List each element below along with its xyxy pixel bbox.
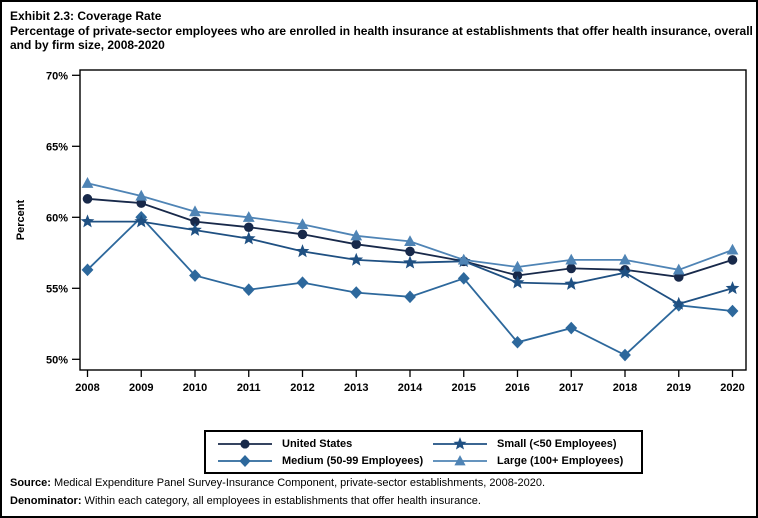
marker-triangle xyxy=(135,189,148,201)
x-tick-label: 2016 xyxy=(505,382,529,394)
marker-circle xyxy=(566,263,577,274)
plot-frame xyxy=(79,69,747,371)
marker-triangle xyxy=(726,243,739,255)
marker-triangle xyxy=(296,218,309,229)
x-tick-label: 2020 xyxy=(720,382,744,394)
marker-diamond xyxy=(81,263,94,277)
y-tick-label: 60% xyxy=(46,212,68,224)
marker-star xyxy=(510,275,525,289)
marker-circle xyxy=(136,198,147,208)
marker-diamond xyxy=(242,283,255,297)
x-tick-label: 2009 xyxy=(129,382,153,394)
marker-star xyxy=(134,214,149,228)
marker-circle xyxy=(297,229,308,240)
marker-star xyxy=(453,436,467,450)
legend-label: Large (100+ Employees) xyxy=(497,454,624,467)
marker-diamond xyxy=(239,454,251,467)
marker-diamond xyxy=(565,321,578,335)
legend-label: Small (<50 Employees) xyxy=(497,437,617,450)
source-text: Medical Expenditure Panel Survey-Insuran… xyxy=(50,477,546,489)
marker-diamond xyxy=(457,272,470,285)
legend-symbol-circle xyxy=(218,438,272,449)
marker-diamond xyxy=(189,269,201,282)
marker-star xyxy=(403,255,417,269)
marker-diamond xyxy=(619,348,631,362)
legend-symbol-diamond xyxy=(218,454,272,467)
marker-triangle xyxy=(457,253,470,265)
legend-item-united-states: United States xyxy=(216,436,431,452)
marker-circle xyxy=(405,246,415,257)
coverage-rate-line-chart: Percent 50% 55% 60% 65% 70% 2008 2009 2010 2011 20… xyxy=(15,69,747,394)
marker-star xyxy=(671,296,686,310)
marker-circle xyxy=(351,239,362,250)
marker-triangle xyxy=(242,211,255,222)
marker-diamond xyxy=(726,304,739,318)
marker-circle xyxy=(190,216,200,227)
marker-triangle xyxy=(404,235,416,247)
marker-diamond xyxy=(511,335,524,349)
y-tick-label: 50% xyxy=(46,354,68,366)
marker-triangle xyxy=(350,229,363,241)
marker-star xyxy=(564,276,579,290)
legend-item-medium-50-99-employees: Medium (50-99 Employees) xyxy=(216,453,431,469)
legend-symbol-triangle xyxy=(433,454,487,465)
marker-diamond xyxy=(350,286,363,299)
marker-star xyxy=(241,231,256,245)
legend-item-large-100-employees: Large (100+ Employees) xyxy=(431,453,631,469)
denominator-label: Denominator: xyxy=(10,495,82,508)
marker-triangle xyxy=(565,253,578,265)
marker-circle xyxy=(82,194,93,204)
marker-diamond xyxy=(296,276,309,289)
marker-star xyxy=(80,214,95,228)
marker-circle xyxy=(673,272,684,282)
denominator-text: Within each category, all employees in e… xyxy=(81,495,481,508)
marker-star xyxy=(188,222,202,236)
x-tick-label: 2008 xyxy=(75,382,99,394)
exhibit-title: Exhibit 2.3: Coverage Rate xyxy=(10,9,162,23)
x-tick-label: 2019 xyxy=(667,382,691,394)
x-tick-label: 2010 xyxy=(183,382,207,394)
marker-triangle xyxy=(189,205,201,217)
y-tick-label: 65% xyxy=(46,141,68,153)
legend-item-small-50-employees: Small (<50 Employees) xyxy=(431,436,631,452)
y-axis-title: Percent xyxy=(15,199,27,240)
marker-circle xyxy=(243,222,254,233)
marker-triangle xyxy=(672,263,685,275)
marker-triangle xyxy=(511,260,524,272)
x-tick-label: 2015 xyxy=(452,382,476,394)
x-tick-label: 2014 xyxy=(398,382,423,394)
chart-legend: United States Small (<50 Employees) Medium… xyxy=(204,430,643,474)
x-tick-label: 2013 xyxy=(344,382,368,394)
marker-triangle xyxy=(454,454,466,465)
marker-star xyxy=(618,265,632,279)
x-tick-label: 2012 xyxy=(290,382,314,394)
legend-label: United States xyxy=(282,437,353,450)
chart-footnotes: Source: Medical Expenditure Panel Survey… xyxy=(10,474,755,510)
marker-diamond xyxy=(404,290,416,304)
exhibit-subtitle: Percentage of private-sector employees w… xyxy=(10,23,753,53)
legend-symbol-star xyxy=(433,436,487,450)
y-tick-label: 70% xyxy=(46,70,68,82)
chart-title-block: Exhibit 2.3: Coverage Rate Percentage of… xyxy=(10,9,755,53)
x-tick-label: 2018 xyxy=(613,382,637,394)
marker-triangle xyxy=(619,253,631,265)
marker-star xyxy=(725,281,740,295)
y-tick-label: 55% xyxy=(46,283,68,295)
denominator-note: Denominator: Within each category, all e… xyxy=(10,492,755,510)
x-tick-label: 2011 xyxy=(237,382,261,394)
marker-circle xyxy=(727,255,738,265)
marker-triangle xyxy=(81,177,94,188)
marker-circle xyxy=(240,438,250,449)
legend-label: Medium (50-99 Employees) xyxy=(282,454,424,467)
marker-star xyxy=(349,252,364,266)
x-tick-label: 2017 xyxy=(559,382,583,394)
source-note: Source: Medical Expenditure Panel Survey… xyxy=(10,474,755,492)
marker-star xyxy=(295,244,310,258)
source-label: Source: xyxy=(10,477,51,489)
